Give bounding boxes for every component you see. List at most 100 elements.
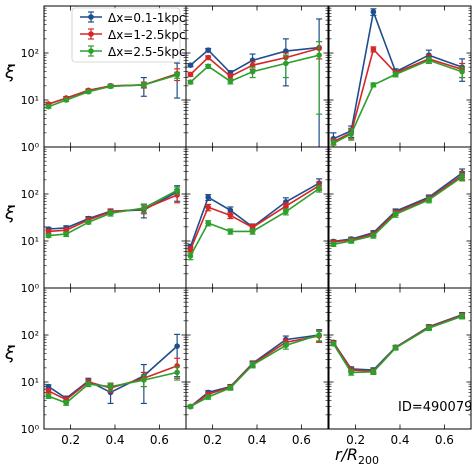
- legend-label-0: Δx=0.1-1kpc: [108, 11, 186, 25]
- series-2-point: [283, 60, 289, 67]
- series-2-point: [426, 57, 432, 64]
- series-2-point: [205, 220, 211, 226]
- series-1-point: [283, 203, 289, 210]
- series-2-point: [85, 219, 92, 226]
- series-2-point: [63, 400, 69, 406]
- series-1-point: [45, 228, 52, 235]
- panel-frame: [185, 5, 329, 148]
- x-tick-label: 0.6: [150, 433, 169, 447]
- series-2-point: [141, 377, 147, 383]
- series-2-point: [107, 210, 114, 217]
- y-tick-label: 10¹: [21, 94, 39, 107]
- y-axis-title-row2: ξ: [4, 203, 16, 224]
- series-2-point: [174, 369, 180, 376]
- panel-data: [187, 178, 323, 261]
- series-2-point: [141, 205, 147, 211]
- series-2-point: [392, 345, 399, 351]
- series-2-point: [174, 187, 180, 194]
- series-1-line: [189, 47, 320, 78]
- x-tick-label: 0.4: [247, 433, 266, 447]
- x-tick-label: 0.2: [346, 433, 365, 447]
- panel-data: [45, 62, 181, 110]
- panel-frame: [185, 287, 329, 430]
- panel-data: [45, 333, 181, 406]
- series-2-point: [227, 385, 234, 391]
- panel-r1-c0: [43, 146, 187, 289]
- series-2-point: [187, 253, 194, 259]
- panel-data: [187, 18, 323, 147]
- object-id-label: ID=490079: [398, 400, 472, 415]
- series-2-line: [48, 189, 178, 237]
- panel-r1-c2: [328, 146, 472, 289]
- y-tick-label: 10⁰: [21, 423, 40, 436]
- series-1-line: [333, 174, 463, 243]
- series-2-point: [249, 68, 256, 75]
- y-tick-label: 10²: [21, 47, 39, 60]
- series-0-line: [189, 46, 320, 74]
- y-axis-title-row3: ξ: [4, 343, 16, 364]
- series-0-point: [205, 194, 211, 201]
- series-2-point: [141, 82, 147, 88]
- series-2-point: [316, 52, 322, 58]
- series-2-point: [249, 228, 256, 235]
- series-2-line: [189, 187, 320, 257]
- series-2-point: [459, 174, 465, 180]
- series-2-point: [426, 325, 432, 331]
- series-0-line: [189, 182, 320, 248]
- series-2-line: [190, 334, 320, 408]
- series-1-point: [370, 46, 377, 53]
- panel-data: [187, 329, 323, 410]
- series-2-line: [48, 371, 178, 404]
- legend-label-2: Δx=2.5-5kpc: [108, 45, 186, 59]
- series-1-point: [205, 204, 211, 211]
- series-1-line: [48, 194, 178, 233]
- legend-marks: [80, 11, 102, 57]
- series-2-point: [330, 140, 337, 147]
- series-0-point: [370, 9, 377, 15]
- series-2-point: [174, 72, 180, 78]
- panel-frame: [328, 287, 472, 430]
- x-tick-label: 0.6: [435, 433, 454, 447]
- series-2-point: [426, 197, 432, 203]
- series-2-point: [107, 383, 114, 390]
- panel-frame: [43, 287, 187, 430]
- y-tick-label: 10⁰: [21, 282, 40, 295]
- series-2-point: [187, 403, 194, 410]
- series-2-line: [333, 59, 463, 145]
- series-2-point: [370, 368, 377, 375]
- series-0-point: [174, 343, 180, 349]
- series-1-line: [189, 185, 320, 251]
- series-1-point: [227, 212, 234, 219]
- x-tick-label: 0.2: [61, 433, 80, 447]
- legend-marker-2: [88, 48, 94, 54]
- panel-data: [330, 168, 466, 248]
- panel-frame: [185, 146, 329, 289]
- legend-marker-1: [88, 31, 94, 37]
- panel-data: [330, 311, 466, 376]
- series-2-point: [316, 332, 322, 338]
- panel-frame: [328, 146, 472, 289]
- series-0-line: [333, 172, 463, 243]
- series-2-point: [227, 228, 234, 235]
- legend-frame: [71, 7, 181, 63]
- y-tick-label: 10²: [21, 329, 39, 342]
- panel-frame: [43, 146, 187, 289]
- x-axis-title: r/R200: [335, 445, 379, 466]
- series-2-line: [333, 176, 463, 246]
- y-tick-label: 10²: [21, 188, 39, 201]
- series-2-point: [283, 208, 289, 215]
- panel-data: [330, 8, 466, 147]
- series-0-point: [187, 62, 194, 69]
- series-1-line: [333, 47, 463, 143]
- y-tick-label: 10¹: [21, 376, 39, 389]
- series-2-point: [348, 131, 354, 137]
- series-2-point: [330, 241, 337, 248]
- series-2-line: [332, 315, 463, 374]
- panel-r2-c2: [328, 287, 472, 430]
- series-1-point: [187, 71, 194, 78]
- series-2-point: [348, 369, 354, 376]
- series-2-point: [63, 97, 69, 103]
- series-2-point: [85, 88, 92, 95]
- series-0-line: [333, 8, 463, 140]
- y-tick-label: 10⁰: [21, 141, 40, 154]
